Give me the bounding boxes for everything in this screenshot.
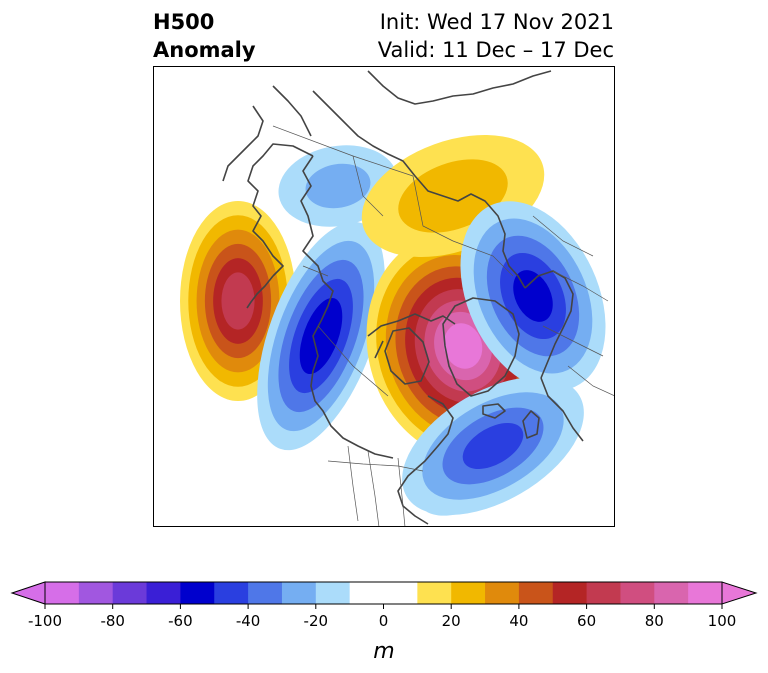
- anomaly-center: [180, 201, 296, 401]
- colorbar-bin: [78, 582, 114, 604]
- colorbar-tick-label: -40: [236, 612, 261, 630]
- colorbar-bin: [214, 582, 249, 604]
- colorbar-bins: [10, 581, 758, 605]
- colorbar-bin: [45, 582, 80, 604]
- colorbar-bin: [281, 582, 317, 604]
- colorbar-bin: [485, 582, 520, 604]
- colorbar-tick-label: 20: [442, 612, 461, 630]
- anomaly-map: [153, 66, 615, 527]
- colorbar-tick-label: 60: [577, 612, 596, 630]
- title-left-line1: H500: [153, 10, 215, 34]
- colorbar-label: m: [373, 639, 394, 664]
- anomaly-fields: [180, 134, 606, 516]
- colorbar-bin: [552, 582, 588, 604]
- colorbar-bin: [417, 582, 452, 604]
- colorbar-extend-high: [721, 581, 758, 605]
- colorbar-bin: [146, 582, 181, 604]
- colorbar-tick-label: -60: [168, 612, 193, 630]
- colorbar-bin: [112, 582, 148, 604]
- title-right: Init: Wed 17 Nov 2021 Valid: 11 Dec – 17…: [378, 8, 614, 64]
- borders: [272, 125, 615, 527]
- colorbar-tick-label: 40: [509, 612, 528, 630]
- colorbar-ticks: -100 -80 -60 -40 -20 0 20 40 60 80 100: [28, 604, 736, 630]
- map-frame: [153, 66, 615, 527]
- colorbar-bin: [349, 582, 418, 604]
- anomaly-contour-band: [305, 163, 371, 209]
- coastlines: [222, 70, 584, 525]
- anomaly-contour-band: [462, 422, 524, 470]
- colorbar-bin: [654, 582, 689, 604]
- colorbar-extend-low: [10, 581, 46, 605]
- colorbar-bin: [315, 582, 351, 604]
- colorbar-bin: [586, 582, 621, 604]
- anomaly-contour-band: [299, 297, 343, 375]
- anomaly-contour-band: [513, 270, 553, 322]
- colorbar-tick-label: -100: [28, 612, 62, 630]
- colorbar-bin: [451, 582, 486, 604]
- colorbar-tick-label: 100: [708, 612, 737, 630]
- colorbar-tick-label: 80: [645, 612, 664, 630]
- colorbar-tick-label: 0: [379, 612, 389, 630]
- colorbar-tick-label: -80: [100, 612, 125, 630]
- colorbar-bin: [180, 582, 215, 604]
- colorbar-bin: [620, 582, 655, 604]
- title-right-line1: Init: Wed 17 Nov 2021: [379, 10, 614, 34]
- colorbar-bin: [688, 582, 723, 604]
- colorbar-bin: [248, 582, 283, 604]
- title-right-line2: Valid: 11 Dec – 17 Dec: [377, 38, 614, 62]
- anomaly-contour-band: [221, 272, 255, 330]
- anomaly-center: [257, 221, 385, 451]
- colorbar-bin: [518, 582, 554, 604]
- colorbar-tick-label: -20: [304, 612, 329, 630]
- anomaly-center: [460, 201, 606, 391]
- colorbar: -100 -80 -60 -40 -20 0 20 40 60 80 100 m: [10, 581, 758, 664]
- title-left: H500 Anomaly: [153, 8, 256, 64]
- anomaly-contour-band: [443, 323, 483, 369]
- title-left-line2: Anomaly: [153, 38, 256, 62]
